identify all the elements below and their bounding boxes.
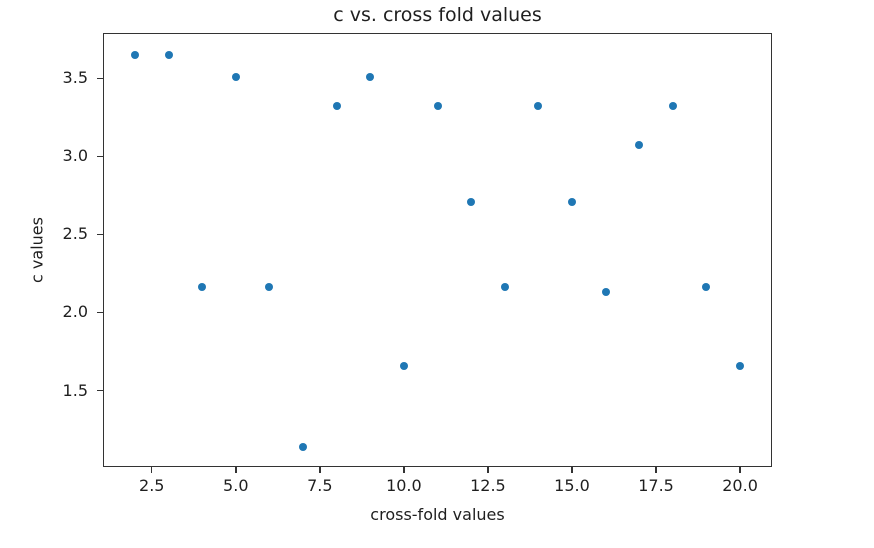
y-tick-mark	[97, 77, 103, 80]
data-point	[366, 72, 375, 81]
x-tick-label: 5.0	[223, 476, 249, 495]
data-point	[265, 283, 274, 292]
data-point	[198, 283, 207, 292]
x-tick-label: 12.5	[470, 476, 506, 495]
plot-area	[103, 33, 772, 467]
data-point	[299, 442, 308, 451]
x-tick-mark	[655, 467, 657, 473]
data-point	[164, 50, 173, 59]
data-point	[736, 361, 745, 370]
y-tick-label: 3.0	[62, 146, 88, 166]
x-tick-mark	[403, 467, 405, 473]
y-tick-label: 2.0	[62, 302, 88, 322]
x-tick-mark	[319, 467, 321, 473]
y-tick-mark	[97, 389, 103, 392]
data-point	[231, 72, 240, 81]
y-tick-mark	[97, 233, 103, 236]
data-point	[467, 197, 476, 206]
x-tick-mark	[739, 467, 741, 473]
data-point	[130, 50, 139, 59]
data-point	[500, 283, 509, 292]
data-point	[399, 361, 408, 370]
x-tick-label: 2.5	[139, 476, 165, 495]
chart-title: c vs. cross fold values	[333, 4, 542, 26]
x-tick-label: 17.5	[638, 476, 674, 495]
data-point	[567, 197, 576, 206]
x-tick-label: 20.0	[722, 476, 758, 495]
y-tick-mark	[97, 155, 103, 158]
y-tick-mark	[97, 311, 103, 314]
y-tick-label: 3.5	[62, 68, 88, 88]
x-tick-mark	[571, 467, 573, 473]
x-tick-label: 10.0	[386, 476, 422, 495]
y-tick-label: 1.5	[62, 380, 88, 400]
data-point	[534, 102, 543, 111]
data-point	[433, 102, 442, 111]
data-point	[702, 283, 711, 292]
data-point	[601, 288, 610, 297]
x-axis-label: cross-fold values	[370, 505, 505, 524]
x-tick-mark	[487, 467, 489, 473]
x-tick-label: 7.5	[307, 476, 333, 495]
y-tick-label: 2.5	[62, 224, 88, 244]
x-tick-mark	[150, 467, 153, 473]
data-point	[332, 102, 341, 111]
data-point	[635, 141, 644, 150]
x-tick-mark	[235, 467, 237, 473]
data-point	[668, 102, 677, 111]
y-axis-label: c values	[27, 217, 47, 283]
x-tick-label: 15.0	[554, 476, 590, 495]
